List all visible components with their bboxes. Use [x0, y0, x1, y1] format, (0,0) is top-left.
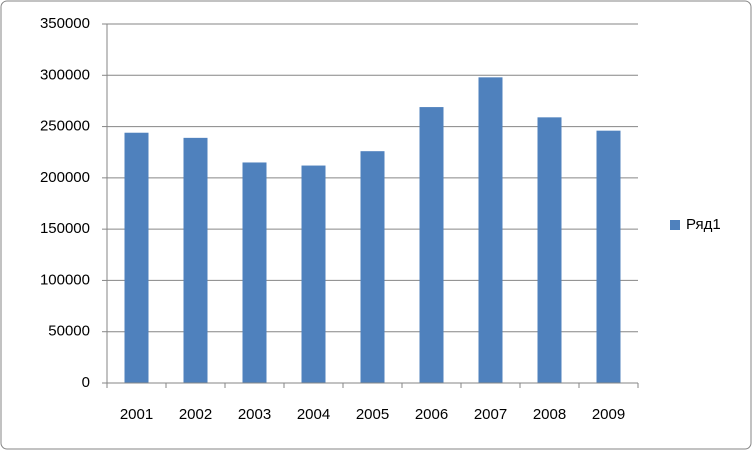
- legend-swatch: [670, 220, 680, 230]
- x-tick-label: 2003: [238, 406, 271, 423]
- bar: [242, 162, 267, 383]
- bar: [478, 77, 503, 383]
- x-tick-label: 2009: [592, 406, 625, 423]
- y-tick-label: 150000: [40, 220, 90, 237]
- y-tick-label: 50000: [48, 323, 90, 340]
- y-tick-label: 200000: [40, 169, 90, 186]
- x-tick-label: 2006: [415, 406, 448, 423]
- y-tick-label: 100000: [40, 271, 90, 288]
- bar: [183, 137, 208, 383]
- y-tick-label: 350000: [40, 15, 90, 32]
- x-tick-label: 2008: [533, 406, 566, 423]
- y-tick-label: 0: [82, 374, 90, 391]
- x-tick-label: 2004: [297, 406, 330, 423]
- x-tick-label: 2002: [179, 406, 212, 423]
- y-tick-label: 250000: [40, 118, 90, 135]
- bar: [419, 107, 444, 383]
- x-tick-label: 2007: [474, 406, 507, 423]
- bar: [301, 165, 326, 383]
- bar: [537, 117, 562, 383]
- x-tick-label: 2005: [356, 406, 389, 423]
- legend-label: Ряд1: [686, 216, 721, 233]
- y-tick-label: 300000: [40, 66, 90, 83]
- x-tick-label: 2001: [120, 406, 153, 423]
- bar: [596, 130, 621, 383]
- bar: [360, 151, 385, 383]
- bar: [124, 132, 149, 383]
